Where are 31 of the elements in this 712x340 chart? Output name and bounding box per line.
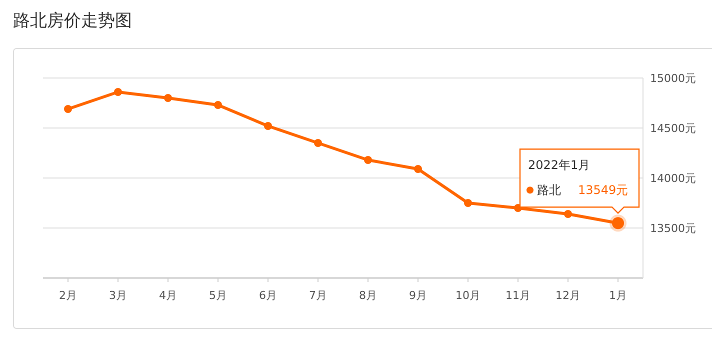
x-tick-label: 8月 [359, 289, 377, 302]
point [114, 88, 122, 96]
y-tick-label: 14000元 [650, 172, 696, 185]
point [64, 105, 72, 113]
x-tick-label: 11月 [506, 289, 530, 302]
x-tick-label: 10月 [456, 289, 480, 302]
x-tick-label: 2月 [59, 289, 77, 302]
point [214, 101, 222, 109]
x-tick-label: 12月 [556, 289, 580, 302]
point [414, 165, 422, 173]
x-tick-label: 7月 [309, 289, 327, 302]
x-tick-label: 4月 [159, 289, 177, 302]
x-tick-label: 1月 [609, 289, 627, 302]
x-tick-label: 3月 [109, 289, 127, 302]
legend: 路北 [526, 183, 561, 198]
x-tick-label: 5月 [209, 289, 227, 302]
y-tick-label: 15000元 [650, 72, 696, 85]
x-tick-label: 9月 [409, 289, 427, 302]
point [164, 94, 172, 102]
point [464, 199, 472, 207]
annotation: 2022年1月 [528, 158, 590, 172]
point [564, 210, 572, 218]
x-tick-label: 6月 [259, 289, 277, 302]
y-tick-label: 14500元 [650, 122, 696, 135]
point [314, 139, 322, 147]
point [264, 122, 272, 130]
chart-title: 路北房价走势图 [13, 11, 132, 31]
point [364, 156, 372, 164]
y-tick-label: 13500元 [650, 222, 696, 235]
legend-label: 路北 [537, 183, 561, 198]
data-label: 13549元 [578, 183, 628, 198]
